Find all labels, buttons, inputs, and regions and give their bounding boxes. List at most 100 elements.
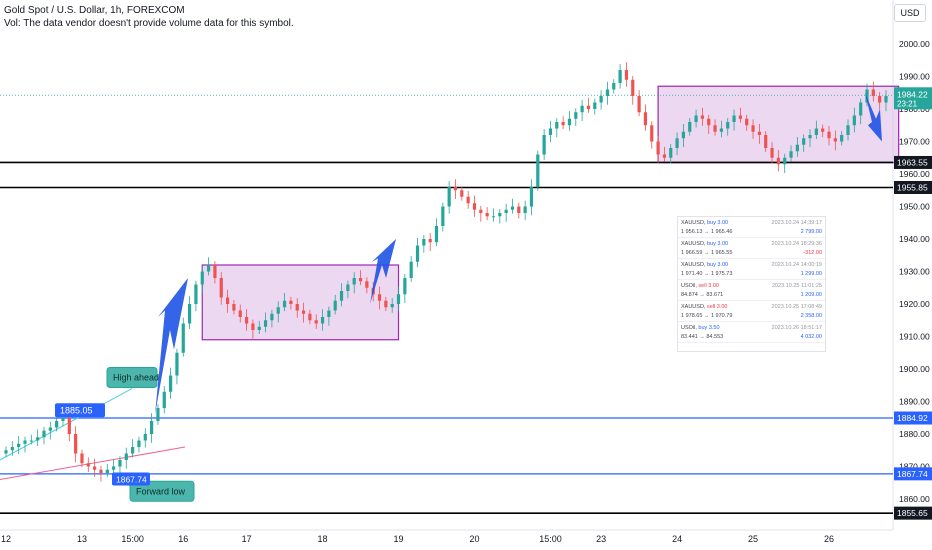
candle-body — [751, 125, 755, 132]
candle-body — [504, 209, 508, 213]
trade-symbol: XAUUSD, — [681, 220, 706, 226]
y-tick-label: 1930.00 — [899, 267, 930, 277]
candle-body — [257, 326, 261, 330]
candle-body — [225, 297, 230, 304]
candle-body — [282, 300, 287, 308]
candle-body — [415, 245, 420, 262]
trade-prices: 84.874 → 83.671 — [681, 292, 724, 298]
trade-row: XAUUSD, sell 3.00 2023.10.25 17:08:49 1 … — [678, 301, 825, 322]
candle-body — [308, 313, 312, 321]
level-price-text: 1955.85 — [897, 182, 928, 192]
candle-body — [112, 466, 116, 470]
candle-body — [143, 434, 147, 441]
candle-body — [42, 430, 46, 438]
candle-body — [232, 304, 236, 311]
y-tick-label: 1880.00 — [899, 429, 930, 439]
x-tick-label: 15:00 — [539, 534, 562, 544]
x-tick-label: 15:00 — [121, 534, 144, 544]
callout-text: Forward low — [136, 486, 186, 496]
candle-body — [346, 284, 350, 291]
candle-body — [878, 96, 882, 103]
x-tick-label: 24 — [672, 534, 682, 544]
candle-body — [840, 135, 844, 142]
arrow-up-small — [370, 239, 396, 304]
trade-symbol: USOil, — [681, 283, 697, 289]
candle-body — [631, 79, 635, 96]
candle-body — [871, 89, 875, 96]
y-tick-label: 1860.00 — [899, 494, 930, 504]
trade-row: XAUUSD, buy 3.00 2023.10.24 14:00:19 1 9… — [678, 259, 825, 280]
trade-time: 2023.10.24 14:39:17 — [771, 220, 822, 226]
candle-body — [491, 216, 496, 218]
x-tick-label: 16 — [178, 534, 188, 544]
candle-body — [795, 144, 799, 152]
trade-time: 2023.10.25 17:08:49 — [771, 304, 822, 310]
y-tick-label: 1890.00 — [899, 397, 930, 407]
candle-body — [453, 187, 458, 191]
candle-body — [270, 313, 274, 321]
candle-body — [624, 70, 629, 80]
trade-row: XAUUSD, buy 3.00 2023.10.24 18:29:36 1 9… — [678, 238, 825, 259]
candle-body — [206, 265, 211, 272]
candle-body — [80, 453, 84, 464]
candle-body — [17, 443, 21, 447]
candle-body — [118, 460, 122, 467]
candle-body — [187, 304, 192, 324]
candle-body — [580, 105, 584, 113]
candle-body — [213, 265, 217, 278]
trade-side: buy 3.00 — [706, 262, 729, 268]
candle-body — [434, 226, 439, 243]
candle-body — [289, 300, 293, 304]
candle-body — [650, 125, 654, 142]
candle-body — [656, 141, 660, 155]
candle-body — [327, 310, 331, 317]
trade-history-panel: XAUUSD, buy 3.00 2023.10.24 14:39:17 1 9… — [677, 216, 826, 352]
candle-body — [466, 196, 470, 204]
candle-body — [23, 440, 27, 444]
level-price-tag — [894, 180, 932, 194]
level-price-tag — [894, 411, 932, 425]
candle-body — [821, 128, 825, 132]
candle-body — [548, 128, 553, 135]
candle-body — [181, 323, 185, 353]
x-tick-label: 12 — [1, 534, 11, 544]
candle-body — [827, 131, 831, 139]
trade-time: 2023.10.26 18:51:17 — [771, 325, 822, 331]
candle-body — [833, 138, 837, 142]
trade-prices: 1 971.40 → 1 975.73 — [681, 271, 733, 277]
candle-body — [726, 122, 730, 129]
price-label-box — [55, 403, 105, 418]
trend-line-cyan — [0, 388, 133, 461]
callout-box — [129, 480, 195, 502]
candle-body — [156, 408, 160, 421]
candle-body — [86, 463, 90, 467]
candle-body — [498, 213, 502, 217]
currency-button[interactable]: USD — [894, 4, 926, 22]
candle-body — [200, 271, 204, 285]
candle-body — [643, 112, 648, 126]
candle-body — [244, 317, 249, 324]
current-price-text: 1984.22 — [897, 89, 928, 99]
candle-body — [593, 102, 597, 109]
x-tick-label: 25 — [748, 534, 758, 544]
candle-body — [479, 209, 483, 213]
level-price-tag — [894, 155, 932, 169]
candle-body — [738, 115, 742, 119]
candle-body — [301, 310, 306, 314]
level-price-text: 1855.65 — [897, 508, 928, 518]
candle-body — [99, 469, 103, 473]
candle-body — [377, 294, 382, 301]
trade-prices: 1 956.13 → 1 965.46 — [681, 229, 733, 235]
y-tick-label: 1940.00 — [899, 234, 930, 244]
candle-body — [409, 261, 413, 278]
consolidation-zone — [657, 85, 900, 164]
candle-body — [599, 96, 603, 103]
y-tick-label: 1910.00 — [899, 332, 930, 342]
price-label-text: 1867.74 — [116, 475, 147, 485]
candle-body — [713, 125, 717, 132]
candle-body — [605, 89, 610, 96]
y-tick-label: 1970.00 — [899, 137, 930, 147]
candle-body — [523, 206, 527, 213]
candle-body — [517, 206, 521, 213]
